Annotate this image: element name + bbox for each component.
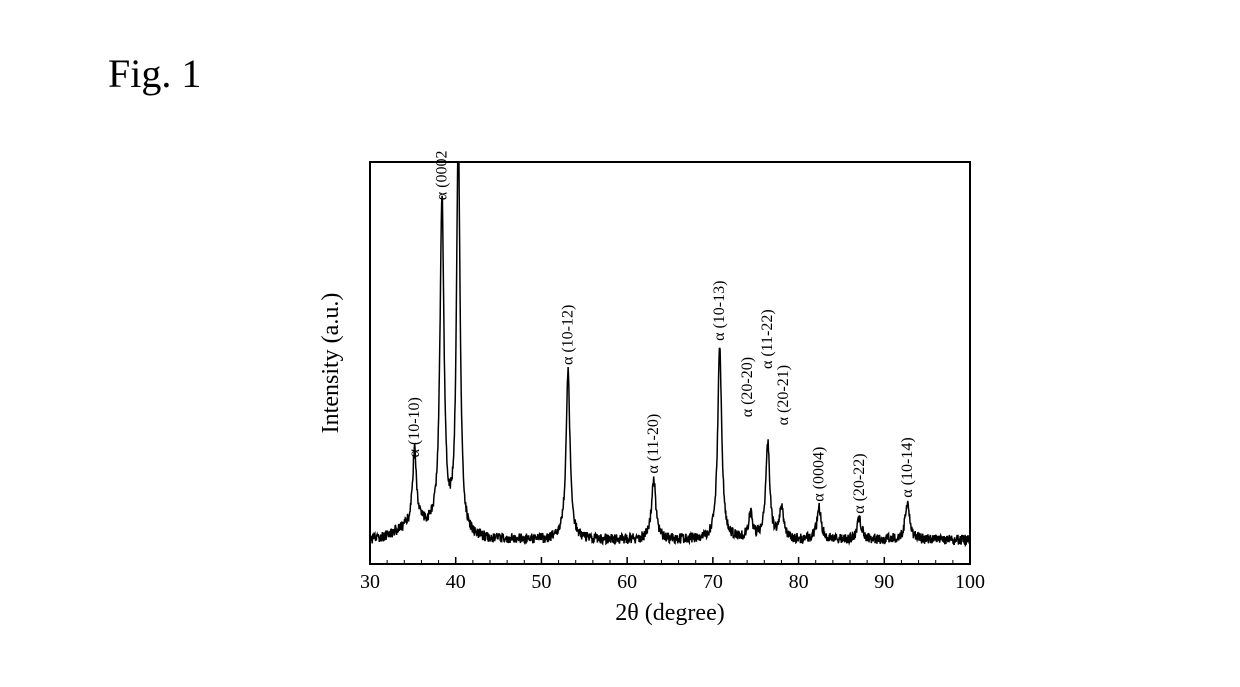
peak-label: α (10-12) bbox=[560, 305, 577, 365]
figure-label: Fig. 1 bbox=[108, 50, 201, 97]
peak-label: α (0004) bbox=[811, 447, 828, 502]
x-tick-label: 90 bbox=[874, 571, 894, 593]
peak-label: α (10-14) bbox=[899, 437, 916, 497]
x-tick-label: 100 bbox=[955, 571, 985, 593]
peak-label: α (10-13) bbox=[711, 281, 728, 341]
peak-label: α (20-22) bbox=[851, 453, 868, 513]
peak-label: α (0002) bbox=[434, 150, 451, 200]
peak-label: α (20-21) bbox=[775, 365, 792, 425]
peak-label: α (20-20) bbox=[739, 357, 756, 417]
x-tick-label: 70 bbox=[703, 571, 723, 593]
x-tick-label: 80 bbox=[789, 571, 809, 593]
x-tick-label: 40 bbox=[446, 571, 466, 593]
peak-label: α (11-22) bbox=[759, 309, 776, 369]
y-axis-label: Intensity (a.u.) bbox=[318, 293, 344, 434]
x-tick-label: 30 bbox=[360, 571, 380, 593]
x-tick-label: 60 bbox=[617, 571, 637, 593]
xrd-chart: 30 40 50 60 70 80 90 100 2θ (degree) Intensity (a… bbox=[290, 150, 1000, 640]
peak-label: α (11-20) bbox=[645, 414, 662, 474]
peak-label: α (10-10) bbox=[406, 397, 423, 457]
x-axis-label: 2θ (degree) bbox=[615, 600, 724, 626]
x-tick-label: 50 bbox=[531, 571, 551, 593]
